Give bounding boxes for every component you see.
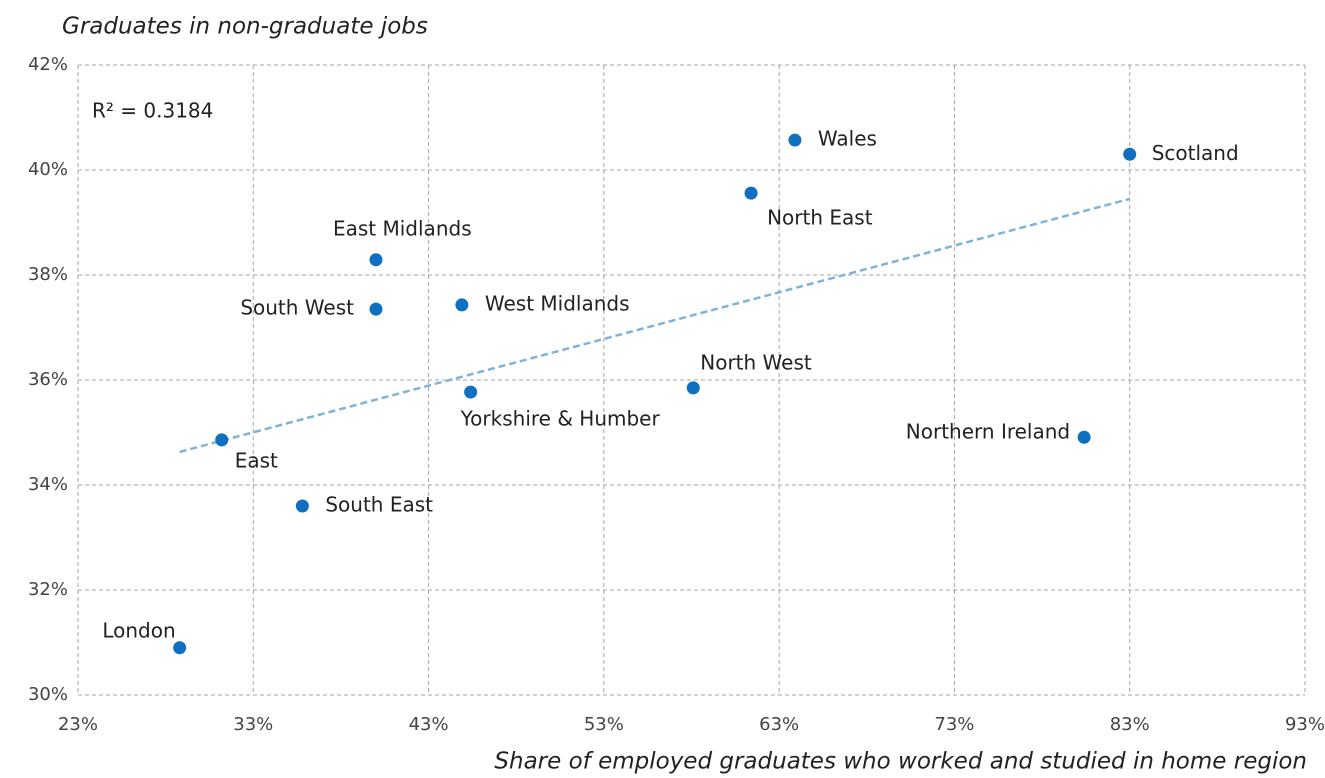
x-tick-label: 73% [934, 714, 974, 735]
x-tick-label: 43% [409, 714, 449, 735]
x-tick-label: 93% [1285, 714, 1325, 735]
point-label: West Midlands [485, 291, 630, 315]
x-tick-label: 83% [1110, 714, 1150, 735]
y-tick-label: 34% [28, 474, 68, 495]
y-tick-label: 30% [28, 684, 68, 705]
point [1123, 147, 1137, 161]
y-axis-title: Graduates in non-graduate jobs [62, 14, 428, 40]
point-label: Yorkshire & Humber [460, 407, 661, 431]
r-squared: R² = 0.3184 [92, 99, 213, 123]
trendline [179, 197, 1131, 454]
x-tick-label: 53% [584, 714, 624, 735]
y-tick-label: 36% [28, 369, 68, 390]
point-label: East [235, 448, 278, 472]
point-label: Northern Ireland [906, 420, 1070, 444]
point-label: North West [700, 350, 812, 374]
point [215, 433, 229, 447]
point-label: London [102, 618, 175, 642]
y-tick-label: 38% [28, 264, 68, 285]
point [173, 641, 187, 655]
point [788, 133, 802, 147]
point [295, 499, 309, 513]
point-label: North East [767, 206, 873, 230]
point [464, 385, 478, 399]
y-tick-label: 32% [28, 579, 68, 600]
x-tick-label: 33% [233, 714, 273, 735]
point-label: South East [325, 493, 433, 517]
point [455, 298, 469, 312]
point [744, 186, 758, 200]
y-tick-label: 42% [28, 54, 68, 75]
x-axis-title: Share of employed graduates who worked a… [494, 749, 1307, 775]
x-tick-label: 63% [759, 714, 799, 735]
point-label: Wales [818, 127, 877, 151]
point-label: Scotland [1152, 141, 1239, 165]
point-label: South West [240, 296, 354, 320]
point [369, 253, 383, 267]
point [369, 302, 383, 316]
point [686, 381, 700, 395]
point [1077, 430, 1091, 444]
point-label: East Midlands [333, 216, 472, 240]
y-tick-label: 40% [28, 159, 68, 180]
x-tick-label: 23% [58, 714, 98, 735]
